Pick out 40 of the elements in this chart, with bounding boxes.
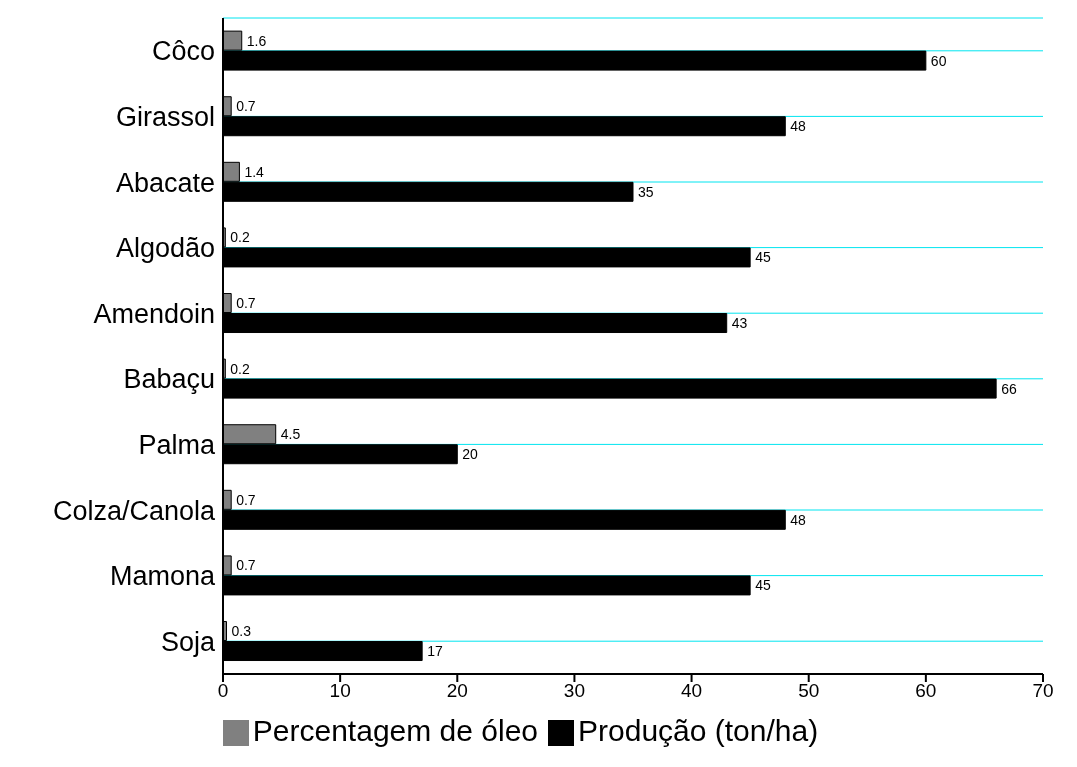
data-label: 0.3 <box>231 622 252 639</box>
y-tick-label: Babaçu <box>123 364 215 395</box>
data-label: 1.6 <box>246 32 267 49</box>
y-tick-label: Palma <box>138 429 216 460</box>
legend-label: Percentagem de óleo <box>252 714 539 747</box>
data-label: 0.7 <box>236 557 256 574</box>
data-label: 20 <box>462 446 479 463</box>
x-tick-label: 60 <box>915 680 937 702</box>
data-label: 0.7 <box>236 294 256 311</box>
y-tick-label: Soja <box>160 626 216 657</box>
data-label: 4.5 <box>280 426 301 443</box>
x-tick-label: 10 <box>329 680 351 702</box>
data-label: 48 <box>790 118 807 135</box>
x-tick-label: 50 <box>798 680 820 702</box>
legend-label: Produção (ton/ha) <box>578 714 819 747</box>
x-tick-label: 0 <box>217 680 229 702</box>
x-tick-label: 20 <box>446 680 468 702</box>
y-tick-label: Algodão <box>115 233 215 264</box>
y-tick-label: Amendoin <box>93 298 215 329</box>
y-tick-label: Girassol <box>115 101 215 132</box>
y-tick-label: Mamona <box>109 561 216 592</box>
x-tick-label: 70 <box>1032 680 1054 702</box>
y-tick-label: Abacate <box>115 167 215 198</box>
data-label: 35 <box>638 183 654 200</box>
data-label: 0.2 <box>230 360 251 377</box>
data-label: 48 <box>790 511 807 528</box>
data-label: 17 <box>427 642 443 659</box>
x-tick-label: 30 <box>563 680 585 702</box>
data-label: 60 <box>930 52 947 69</box>
data-label: 66 <box>1001 380 1017 397</box>
y-tick-label: Côco <box>151 36 215 67</box>
y-tick-label: Colza/Canola <box>52 495 216 526</box>
data-label: 45 <box>755 249 771 266</box>
x-tick-label: 40 <box>681 680 703 702</box>
data-label: 0.7 <box>236 491 256 508</box>
data-label: 1.4 <box>244 163 265 180</box>
data-label: 45 <box>755 577 771 594</box>
data-label: 0.2 <box>230 229 251 246</box>
data-label: 43 <box>731 314 748 331</box>
data-label: 0.7 <box>236 98 256 115</box>
